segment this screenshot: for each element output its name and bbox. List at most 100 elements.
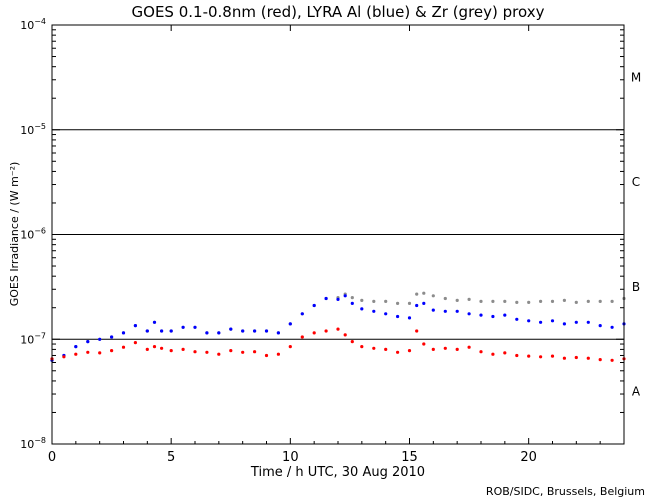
blue-point-23 bbox=[312, 303, 316, 308]
flare-class-labels: M C B A bbox=[631, 70, 641, 398]
grey-point-42 bbox=[515, 300, 519, 304]
red-point-23 bbox=[312, 331, 316, 335]
y-axis: 10−8 10−7 10−6 10−5 10−4 bbox=[20, 17, 624, 451]
blue-point-35 bbox=[431, 308, 435, 312]
red-point-18 bbox=[253, 350, 257, 354]
grey-point-28 bbox=[360, 298, 364, 302]
blue-point-49 bbox=[598, 324, 602, 328]
blue-point-22 bbox=[300, 312, 304, 316]
blue-point-31 bbox=[396, 314, 400, 319]
red-point-49 bbox=[598, 358, 602, 362]
red-point-43 bbox=[527, 354, 531, 358]
red-point-22 bbox=[300, 335, 304, 339]
blue-point-20 bbox=[276, 331, 280, 335]
blue-point-42 bbox=[515, 317, 519, 321]
blue-point-5 bbox=[110, 335, 114, 339]
blue-point-2 bbox=[74, 345, 78, 349]
red-point-44 bbox=[539, 355, 543, 359]
blue-point-37 bbox=[455, 309, 459, 313]
grey-point-27 bbox=[350, 296, 354, 300]
blue-point-48 bbox=[586, 320, 590, 324]
flare-class-b: B bbox=[632, 280, 640, 294]
red-point-33 bbox=[415, 329, 419, 333]
blue-point-25 bbox=[336, 297, 340, 301]
red-point-5 bbox=[110, 349, 114, 353]
grey-point-40 bbox=[491, 299, 495, 303]
red-point-32 bbox=[407, 349, 412, 353]
flare-class-m: M bbox=[631, 70, 641, 84]
red-point-19 bbox=[264, 353, 269, 358]
red-point-28 bbox=[360, 345, 364, 349]
red-point-11 bbox=[169, 349, 173, 353]
grey-point-46 bbox=[562, 298, 567, 302]
blue-point-47 bbox=[574, 320, 578, 324]
blue-point-45 bbox=[550, 319, 555, 323]
red-point-6 bbox=[121, 345, 126, 349]
red-point-42 bbox=[515, 353, 519, 358]
red-point-2 bbox=[74, 352, 78, 356]
grey-point-49 bbox=[598, 299, 602, 303]
y-axis-label: GOES Irradiance / (W m⁻²) bbox=[8, 162, 21, 307]
blue-point-29 bbox=[372, 309, 376, 313]
x-axis: 0 5 10 15 20 bbox=[48, 25, 601, 465]
red-point-12 bbox=[181, 347, 185, 351]
red-point-20 bbox=[276, 352, 280, 356]
red-point-39 bbox=[479, 350, 483, 354]
grey-point-41 bbox=[503, 299, 507, 303]
blue-point-44 bbox=[539, 320, 543, 324]
series-blue bbox=[50, 294, 626, 362]
red-point-13 bbox=[193, 350, 197, 354]
blue-point-33 bbox=[415, 303, 419, 308]
red-point-8 bbox=[145, 347, 149, 351]
red-point-38 bbox=[467, 345, 471, 349]
credit-text: ROB/SIDC, Brussels, Belgium bbox=[486, 485, 645, 498]
blue-point-17 bbox=[241, 329, 245, 333]
flare-class-c: C bbox=[632, 175, 640, 189]
blue-point-43 bbox=[527, 319, 531, 323]
red-point-16 bbox=[229, 349, 233, 353]
flare-class-a: A bbox=[632, 385, 641, 399]
blue-point-15 bbox=[217, 331, 221, 335]
red-point-37 bbox=[455, 347, 459, 351]
grey-point-39 bbox=[479, 299, 483, 303]
red-point-1 bbox=[62, 355, 66, 359]
x-tick-label-1: 5 bbox=[167, 450, 175, 465]
red-point-24 bbox=[324, 329, 328, 333]
red-point-48 bbox=[586, 356, 590, 360]
grey-point-45 bbox=[550, 299, 555, 303]
red-point-31 bbox=[396, 350, 400, 354]
blue-point-3 bbox=[86, 340, 90, 344]
red-point-40 bbox=[491, 352, 495, 356]
blue-point-32 bbox=[407, 316, 412, 320]
red-point-14 bbox=[205, 350, 209, 354]
grey-point-36 bbox=[443, 296, 447, 301]
blue-point-26 bbox=[343, 294, 347, 298]
blue-point-36 bbox=[443, 309, 447, 313]
reference-lines bbox=[52, 129, 624, 340]
blue-point-6 bbox=[121, 331, 126, 335]
blue-point-28 bbox=[360, 307, 364, 311]
blue-point-40 bbox=[491, 314, 495, 319]
red-point-15 bbox=[217, 352, 221, 356]
red-point-41 bbox=[503, 351, 507, 355]
red-point-29 bbox=[372, 346, 376, 350]
blue-point-12 bbox=[181, 325, 185, 329]
red-point-50 bbox=[610, 358, 614, 362]
red-point-30 bbox=[384, 347, 388, 351]
blue-point-13 bbox=[193, 325, 197, 329]
red-point-21 bbox=[288, 345, 292, 349]
x-tick-label-3: 15 bbox=[401, 450, 418, 465]
blue-point-18 bbox=[253, 329, 257, 333]
blue-point-41 bbox=[503, 313, 507, 317]
grey-point-37 bbox=[455, 298, 459, 302]
red-point-34 bbox=[422, 342, 426, 346]
red-point-10 bbox=[160, 346, 164, 350]
x-tick-label-4: 20 bbox=[520, 450, 537, 465]
grey-point-29 bbox=[372, 299, 376, 303]
x-axis-label: Time / h UTC, 30 Aug 2010 bbox=[250, 465, 425, 480]
series-red bbox=[50, 327, 626, 362]
red-point-45 bbox=[550, 354, 555, 358]
grey-point-33 bbox=[415, 292, 419, 296]
